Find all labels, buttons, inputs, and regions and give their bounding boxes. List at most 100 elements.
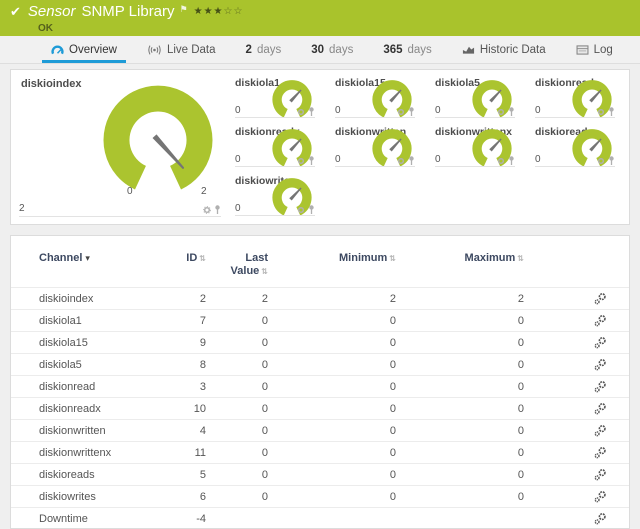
gauge-settings-icon[interactable] (497, 108, 505, 116)
cell-last-value: 0 (206, 463, 268, 486)
pin-icon[interactable] (408, 156, 415, 165)
gauge-settings-icon[interactable] (297, 206, 305, 214)
channel-settings-gears-icon[interactable] (594, 446, 607, 459)
tab-live-data[interactable]: Live Data (132, 36, 231, 63)
small-gauges-grid: diskiola1 0 (227, 70, 629, 224)
cell-maximum: 2 (396, 287, 524, 310)
gauge-dial (372, 129, 412, 167)
table-row[interactable]: diskioreads 5 0 0 0 (11, 463, 629, 486)
gauge-value: 0 (535, 105, 541, 116)
cell-maximum: 0 (396, 419, 524, 442)
channel-settings-gears-icon[interactable] (594, 358, 607, 371)
tab-settings[interactable]: ⚙ Settings (628, 36, 640, 63)
cell-channel[interactable]: diskionreadx (11, 397, 161, 420)
tab-log[interactable]: Log (561, 36, 628, 63)
table-row[interactable]: diskiowrites 6 0 0 0 (11, 485, 629, 508)
gauge-settings-icon[interactable] (497, 157, 505, 165)
channel-settings-gears-icon[interactable] (594, 424, 607, 437)
gauge-settings-icon[interactable] (297, 157, 305, 165)
pin-icon[interactable] (308, 156, 315, 165)
tab-2-days[interactable]: 2 days (231, 36, 297, 63)
gauge-settings-icon[interactable] (397, 157, 405, 165)
table-row[interactable]: diskiola5 8 0 0 0 (11, 353, 629, 376)
channels-table: Channel ▾ ID ⇅ Last Value ⇅ Minimum ⇅ Maximu… (11, 248, 629, 529)
flag-icon[interactable]: ⚑ (179, 5, 188, 15)
gauge-scale-min: 0 (127, 186, 133, 197)
pin-icon[interactable] (214, 205, 221, 214)
tab-overview[interactable]: Overview (36, 36, 132, 63)
cell-channel[interactable]: diskionwrittenx (11, 441, 161, 464)
tab-30-days-unit: days (329, 43, 354, 56)
gauge-value: 0 (235, 105, 241, 116)
gauge-settings-icon[interactable] (297, 108, 305, 116)
sensor-title: SNMP Library (81, 3, 175, 20)
cell-channel[interactable]: diskiowrites (11, 485, 161, 508)
cell-id: 11 (161, 441, 206, 464)
tab-log-label: Log (593, 43, 613, 56)
table-row[interactable]: diskioindex 2 2 2 2 (11, 287, 629, 310)
pin-icon[interactable] (608, 156, 615, 165)
cell-id: 10 (161, 397, 206, 420)
pin-icon[interactable] (508, 156, 515, 165)
channel-settings-gears-icon[interactable] (594, 314, 607, 327)
channel-settings-gears-icon[interactable] (594, 402, 607, 415)
table-header-row: Channel ▾ ID ⇅ Last Value ⇅ Minimum ⇅ Maximu… (11, 248, 629, 288)
cell-last-value: 0 (206, 397, 268, 420)
cell-channel[interactable]: diskiola5 (11, 353, 161, 376)
gauge-settings-icon[interactable] (597, 108, 605, 116)
pin-icon[interactable] (508, 107, 515, 116)
gauge-cell: diskionreadx 0 (227, 121, 327, 170)
cell-channel[interactable]: diskiola15 (11, 331, 161, 354)
channel-settings-gears-icon[interactable] (594, 380, 607, 393)
cell-channel[interactable]: diskioreads (11, 463, 161, 486)
channel-settings-gears-icon[interactable] (594, 336, 607, 349)
pin-icon[interactable] (608, 107, 615, 116)
column-header-minimum[interactable]: Minimum ⇅ (339, 252, 396, 264)
gauge-settings-icon[interactable] (597, 157, 605, 165)
gauge-value: 0 (435, 105, 441, 116)
cell-channel[interactable]: diskioindex (11, 287, 161, 310)
cell-id: 5 (161, 463, 206, 486)
gauge-footer: 0 (335, 152, 415, 167)
gauge-settings-icon[interactable] (203, 206, 211, 214)
column-header-last-value[interactable]: Last Value ⇅ (230, 252, 268, 277)
cell-id: 3 (161, 375, 206, 398)
table-row[interactable]: diskiola15 9 0 0 0 (11, 331, 629, 354)
gauge-settings-icon[interactable] (397, 108, 405, 116)
pin-icon[interactable] (308, 205, 315, 214)
column-header-channel[interactable]: Channel ▾ (39, 252, 90, 264)
cell-channel[interactable]: diskiola1 (11, 309, 161, 332)
table-row[interactable]: diskiola1 7 0 0 0 (11, 309, 629, 332)
channel-settings-gears-icon[interactable] (594, 468, 607, 481)
table-row[interactable]: diskionread 3 0 0 0 (11, 375, 629, 398)
tab-30-days[interactable]: 30 days (296, 36, 368, 63)
gauge-dial (472, 80, 512, 118)
table-row[interactable]: diskionreadx 10 0 0 0 (11, 397, 629, 420)
pin-icon[interactable] (408, 107, 415, 116)
cell-minimum: 0 (268, 419, 396, 442)
priority-stars[interactable]: ★★★☆☆ (194, 3, 244, 21)
tab-365-days[interactable]: 365 days (368, 36, 446, 63)
cell-channel[interactable]: diskionwritten (11, 419, 161, 442)
cell-minimum: 0 (268, 331, 396, 354)
cell-channel[interactable]: diskionread (11, 375, 161, 398)
table-row[interactable]: Downtime -4 (11, 507, 629, 529)
column-header-maximum[interactable]: Maximum ⇅ (464, 252, 524, 264)
cell-id: 8 (161, 353, 206, 376)
table-row[interactable]: diskionwritten 4 0 0 0 (11, 419, 629, 442)
cell-channel[interactable]: Downtime (11, 507, 161, 529)
cell-minimum: 2 (268, 287, 396, 310)
table-row[interactable]: diskionwrittenx 11 0 0 0 (11, 441, 629, 464)
tab-historic-data[interactable]: Historic Data (447, 36, 561, 63)
sensor-status-badge: OK (38, 23, 53, 34)
gauge-footer: 0 (235, 201, 315, 216)
tab-2-days-number: 2 (245, 43, 252, 56)
ok-check-icon: ✔ (10, 5, 21, 20)
channel-settings-gears-icon[interactable] (594, 512, 607, 525)
tab-live-data-label: Live Data (166, 43, 216, 56)
pin-icon[interactable] (308, 107, 315, 116)
column-header-id[interactable]: ID ⇅ (186, 252, 206, 264)
tab-bar: Overview Live Data 2 days 30 days 365 da… (0, 36, 640, 64)
channel-settings-gears-icon[interactable] (594, 292, 607, 305)
channel-settings-gears-icon[interactable] (594, 490, 607, 503)
